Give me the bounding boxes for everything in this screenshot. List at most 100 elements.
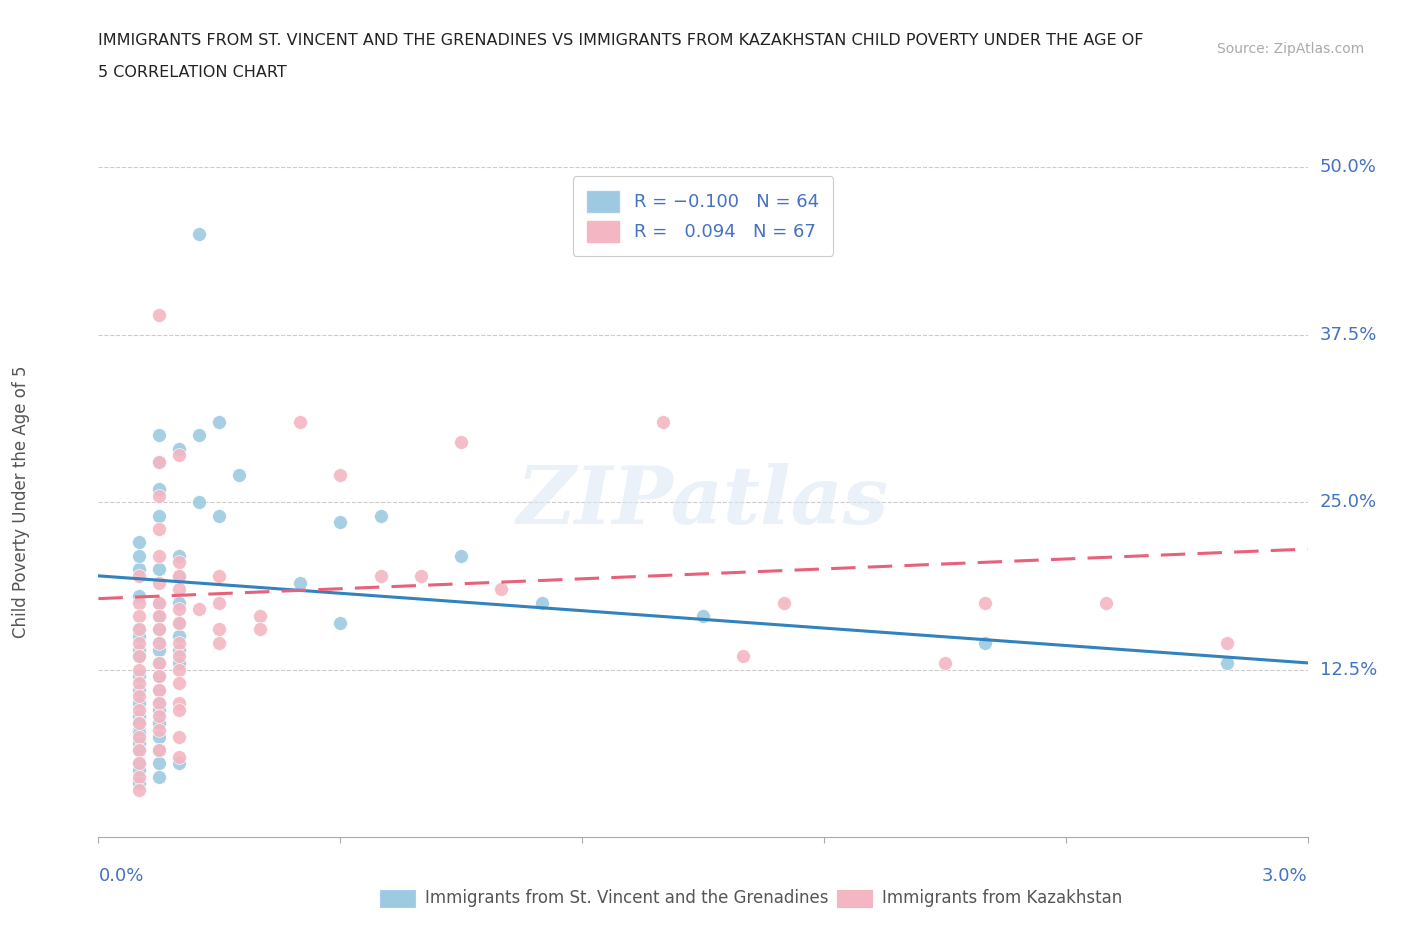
Point (148, 702, 170, 717)
Point (167, 675, 190, 690)
Point (128, 595, 150, 610)
Point (148, 455, 170, 470)
Point (128, 669, 150, 684)
Point (167, 756, 190, 771)
Point (148, 729, 170, 744)
Point (148, 622, 170, 637)
Point (148, 428, 170, 443)
Point (208, 415, 231, 430)
Text: Child Poverty Under the Age of 5: Child Poverty Under the Age of 5 (13, 365, 30, 639)
Point (148, 742, 170, 757)
Point (167, 568, 190, 583)
Point (148, 656, 170, 671)
Point (128, 783, 150, 798)
Point (167, 616, 190, 631)
Point (167, 642, 190, 657)
Point (148, 522, 170, 537)
Point (148, 595, 170, 610)
Text: 37.5%: 37.5% (1320, 326, 1376, 344)
Point (128, 683, 150, 698)
Point (148, 756, 170, 771)
Point (148, 696, 170, 711)
Point (249, 622, 271, 637)
Point (148, 307, 170, 322)
Point (530, 595, 553, 610)
Point (148, 669, 170, 684)
Text: Immigrants from Kazakhstan: Immigrants from Kazakhstan (882, 889, 1122, 908)
Point (167, 629, 190, 644)
Point (128, 649, 150, 664)
Point (128, 568, 150, 583)
Point (1216, 656, 1239, 671)
Point (167, 448, 190, 463)
Text: ZIPatlas: ZIPatlas (517, 463, 889, 541)
Text: 50.0%: 50.0% (1320, 158, 1376, 177)
Point (128, 709, 150, 724)
Point (167, 649, 190, 664)
Point (148, 622, 170, 637)
Point (188, 495, 211, 510)
Point (128, 736, 150, 751)
Point (128, 549, 150, 564)
Point (409, 568, 432, 583)
Point (167, 595, 190, 610)
Text: 0.0%: 0.0% (98, 867, 143, 885)
Point (450, 434, 472, 449)
Point (167, 662, 190, 677)
Point (148, 769, 170, 784)
Point (128, 689, 150, 704)
Point (128, 756, 150, 771)
Point (128, 742, 150, 757)
Point (128, 675, 150, 690)
Point (148, 723, 170, 737)
Point (288, 415, 311, 430)
Point (148, 562, 170, 577)
Point (148, 508, 170, 523)
Point (148, 683, 170, 698)
Point (167, 696, 190, 711)
Point (128, 716, 150, 731)
Point (128, 716, 150, 731)
Point (167, 616, 190, 631)
Point (208, 622, 231, 637)
Point (167, 549, 190, 564)
Point (148, 595, 170, 610)
Point (491, 582, 513, 597)
Point (167, 729, 190, 744)
Point (188, 227, 211, 242)
Point (128, 702, 150, 717)
Text: Source: ZipAtlas.com: Source: ZipAtlas.com (1216, 42, 1364, 56)
Point (128, 729, 150, 744)
Point (288, 575, 311, 590)
Point (148, 656, 170, 671)
Point (167, 750, 190, 764)
Text: 25.0%: 25.0% (1320, 493, 1376, 512)
Point (148, 696, 170, 711)
Point (167, 582, 190, 597)
Point (208, 568, 231, 583)
Point (148, 549, 170, 564)
Point (148, 635, 170, 650)
Point (128, 662, 150, 677)
Point (148, 608, 170, 623)
Point (370, 508, 392, 523)
Point (148, 742, 170, 757)
Point (329, 616, 352, 631)
Point (228, 468, 250, 483)
Point (128, 756, 150, 771)
Point (148, 488, 170, 503)
Point (148, 683, 170, 698)
Point (128, 649, 150, 664)
Point (128, 622, 150, 637)
Point (1216, 635, 1239, 650)
Point (128, 696, 150, 711)
Text: 5 CORRELATION CHART: 5 CORRELATION CHART (98, 65, 287, 80)
Point (249, 608, 271, 623)
Point (128, 742, 150, 757)
Point (167, 702, 190, 717)
Point (148, 669, 170, 684)
Point (167, 568, 190, 583)
Point (148, 716, 170, 731)
Point (167, 602, 190, 617)
Point (128, 723, 150, 737)
